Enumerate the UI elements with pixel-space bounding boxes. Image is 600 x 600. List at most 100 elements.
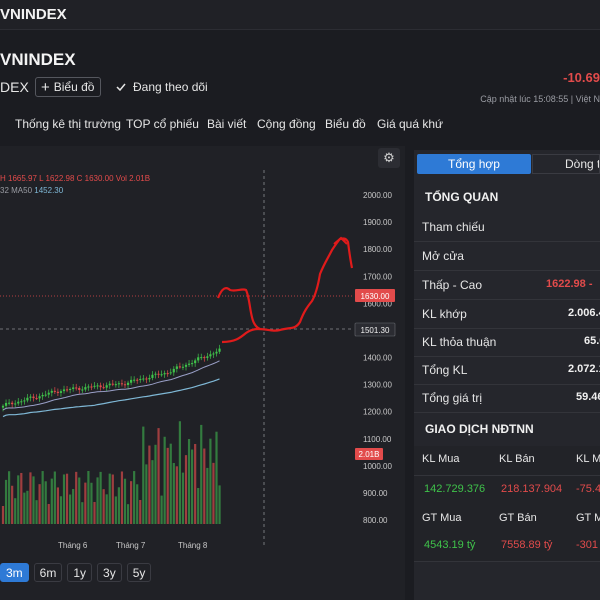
volume-bar xyxy=(56,487,59,524)
tab-summary[interactable]: Tổng hợp xyxy=(417,154,531,174)
row-low-high: Thấp - Cao 1622.98 - xyxy=(414,271,600,300)
range-5y[interactable]: 5y xyxy=(126,563,152,582)
range-6m[interactable]: 6m xyxy=(33,563,63,582)
volume-bar xyxy=(200,424,203,524)
sell-volume: 218.137.904 xyxy=(501,483,563,495)
row-total-volume: Tổng KL 2.072.1 xyxy=(414,356,600,385)
range-1y[interactable]: 1y xyxy=(67,563,93,582)
volume-bar xyxy=(47,503,50,524)
row-label: Tổng giá trị xyxy=(422,391,483,405)
candle-body xyxy=(200,357,203,359)
header-net-value: GT M xyxy=(576,512,600,524)
price-chart[interactable]: 2000.001900.001800.001700.001600.001500.… xyxy=(0,146,405,560)
ohlc-legend: H 1665.97 L 1622.98 C 1630.00 Vol 2.01B xyxy=(0,174,150,183)
volume-bar xyxy=(23,492,26,524)
buy-value: 4543.19 tỷ xyxy=(424,539,476,551)
nav-market-stats[interactable]: Thống kê thị trường xyxy=(15,117,121,131)
nav-community[interactable]: Cộng đồng xyxy=(257,117,316,131)
chart-panel[interactable] xyxy=(0,146,405,600)
volume-bar xyxy=(53,471,56,524)
volume-bar xyxy=(65,473,69,524)
candle-body xyxy=(215,351,218,354)
volume-bar xyxy=(163,436,166,524)
month-label-6: Tháng 6 xyxy=(58,541,88,550)
candle-body xyxy=(78,387,81,390)
volume-bar xyxy=(145,464,148,524)
ma20-line xyxy=(2,360,220,411)
volume-bar xyxy=(29,472,32,524)
candle-body xyxy=(139,378,142,381)
volume-bar xyxy=(84,482,87,524)
candle-body xyxy=(145,378,148,380)
volume-bar xyxy=(136,484,139,524)
volume-bar xyxy=(26,490,29,524)
volume-bar xyxy=(139,499,142,524)
candle-body xyxy=(29,396,32,398)
follow-button[interactable]: Đang theo dõi xyxy=(116,80,208,94)
foreign-volume-values: 142.729.376 218.137.904 -75.4 xyxy=(414,476,600,506)
candle-body xyxy=(123,384,127,386)
ma50-value: 1452.30 xyxy=(34,186,64,195)
annotation-peak xyxy=(216,287,261,330)
candle-body xyxy=(172,368,175,373)
volume-bar xyxy=(191,449,194,524)
volume-bar xyxy=(90,482,93,524)
volume-bar xyxy=(78,477,81,524)
range-3y[interactable]: 3y xyxy=(97,563,122,582)
price-axis-label: 1700.00 xyxy=(363,272,392,281)
buy-volume: 142.729.376 xyxy=(424,483,486,495)
month-label-7: Tháng 7 xyxy=(116,541,146,550)
nav-articles[interactable]: Bài viết xyxy=(207,117,247,131)
volume-bar xyxy=(96,477,99,524)
volume-bar xyxy=(44,481,47,524)
row-open: Mở cửa xyxy=(414,242,600,271)
crosshair-price-label: 1501.30 xyxy=(361,326,390,335)
candle-body xyxy=(117,383,120,385)
row-label: Tổng KL xyxy=(422,363,468,377)
volume-bar xyxy=(35,500,38,524)
app-title[interactable]: VNINDEX xyxy=(0,6,67,23)
top-bar: VNINDEX xyxy=(0,0,600,30)
candle-body xyxy=(178,366,181,368)
price-axis-label: 1000.00 xyxy=(363,462,392,471)
volume-bar xyxy=(32,476,35,524)
volume-bar xyxy=(111,474,114,524)
volume-bar xyxy=(120,471,124,524)
volume-bar xyxy=(17,475,20,524)
candle-body xyxy=(47,392,50,395)
price-axis-label: 900.00 xyxy=(363,489,388,498)
nav-history[interactable]: Giá quá khứ xyxy=(377,117,444,131)
candle-body xyxy=(169,372,172,374)
volume-bar xyxy=(50,478,53,524)
volume-bar xyxy=(11,485,14,524)
nav-top-stocks[interactable]: TOP cổ phiếu xyxy=(126,117,199,131)
chart-button[interactable]: + Biểu đồ xyxy=(35,77,102,97)
nav-chart[interactable]: Biểu đồ xyxy=(325,117,366,131)
volume-bar xyxy=(99,471,102,524)
volume-bar xyxy=(38,484,41,524)
overview-title: TỔNG QUAN xyxy=(425,190,499,204)
candle-body xyxy=(17,401,20,404)
candle-body xyxy=(194,360,197,364)
candle-body xyxy=(130,379,133,383)
row-label: Thấp - Cao xyxy=(422,278,483,292)
volume-bar xyxy=(142,426,145,524)
volume-bar xyxy=(108,473,111,524)
last-price-label: 1630.00 xyxy=(361,292,390,301)
candle-body xyxy=(184,364,188,367)
foreign-value-values: 4543.19 tỷ 7558.89 tỷ -301 xyxy=(414,532,600,562)
volume-bar xyxy=(130,481,133,524)
range-3m[interactable]: 3m xyxy=(0,563,29,582)
candle-body xyxy=(108,383,111,386)
gear-icon[interactable]: ⚙ xyxy=(378,148,400,168)
candle-body xyxy=(142,378,145,380)
price-axis-label: 1600.00 xyxy=(363,299,392,308)
chart-button-label: Biểu đồ xyxy=(53,80,95,94)
volume-bar xyxy=(187,439,191,524)
volume-bar xyxy=(194,443,197,524)
volume-bar xyxy=(175,466,178,524)
candle-body xyxy=(126,382,130,385)
volume-bar xyxy=(41,471,44,524)
row-label: Tham chiếu xyxy=(422,220,485,234)
tab-money-flow[interactable]: Dòng ti xyxy=(532,154,600,174)
